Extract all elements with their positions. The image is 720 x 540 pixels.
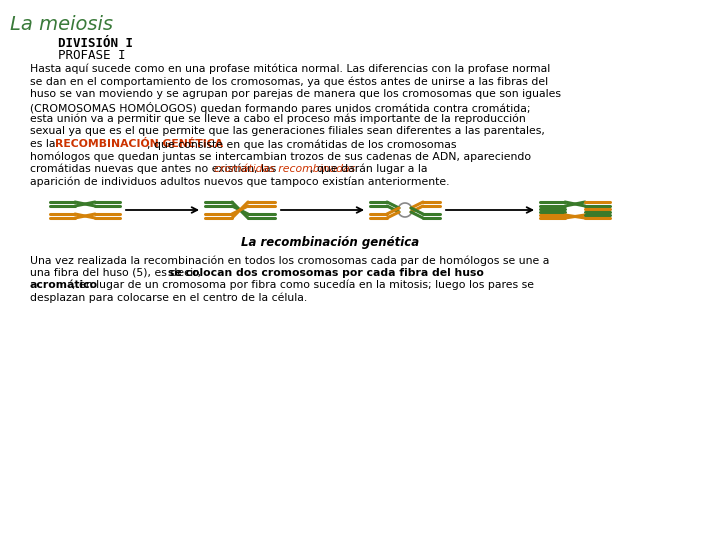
Text: esta unión va a permitir que se lleve a cabo el proceso más importante de la rep: esta unión va a permitir que se lleve a … [30,114,526,125]
Text: PROFASE I: PROFASE I [58,49,125,62]
Text: cromátidas nuevas que antes no existían, las: cromátidas nuevas que antes no existían,… [30,164,280,174]
Text: (CROMOSOMAS HOMÓLOGOS) quedan formando pares unidos cromátida contra cromátida;: (CROMOSOMAS HOMÓLOGOS) quedan formando p… [30,102,531,113]
Text: La recombinación genética: La recombinación genética [241,236,419,249]
Text: acromático: acromático [30,280,98,290]
Text: se colocan dos cromosomas por cada fibra del huso: se colocan dos cromosomas por cada fibra… [168,267,484,278]
Text: DIVISIÓN I: DIVISIÓN I [58,37,133,50]
Text: huso se van moviendo y se agrupan por parejas de manera que los cromosomas que s: huso se van moviendo y se agrupan por pa… [30,89,561,99]
Text: desplazan para colocarse en el centro de la célula.: desplazan para colocarse en el centro de… [30,293,307,303]
Text: , que darán lugar a la: , que darán lugar a la [310,164,427,174]
Text: Una vez realizada la recombinación en todos los cromosomas cada par de homólogos: Una vez realizada la recombinación en to… [30,255,549,266]
Text: homólogos que quedan juntas se intercambian trozos de sus cadenas de ADN, aparec: homólogos que quedan juntas se intercamb… [30,152,531,162]
Text: aparición de individuos adultos nuevos que tampoco existían anteriormente.: aparición de individuos adultos nuevos q… [30,177,449,187]
Text: Hasta aquí sucede como en una profase mitótica normal. Las diferencias con la pr: Hasta aquí sucede como en una profase mi… [30,64,550,75]
Text: , en lugar de un cromosoma por fibra como sucedía en la mitosis; luego los pares: , en lugar de un cromosoma por fibra com… [72,280,534,291]
Text: cromátidas recombinadas: cromátidas recombinadas [214,164,355,174]
Text: , que consiste en que las cromátidas de los cromosomas: , que consiste en que las cromátidas de … [147,139,456,150]
Text: La meiosis: La meiosis [10,15,113,34]
Text: se dan en el comportamiento de los cromosomas, ya que éstos antes de unirse a la: se dan en el comportamiento de los cromo… [30,77,548,87]
Text: es la: es la [30,139,59,149]
Text: RECOMBINACIÓN GENÉTICA: RECOMBINACIÓN GENÉTICA [55,139,223,149]
Text: una fibra del huso (5), es decir,: una fibra del huso (5), es decir, [30,267,204,278]
Text: sexual ya que es el que permite que las generaciones filiales sean diferentes a : sexual ya que es el que permite que las … [30,126,545,137]
